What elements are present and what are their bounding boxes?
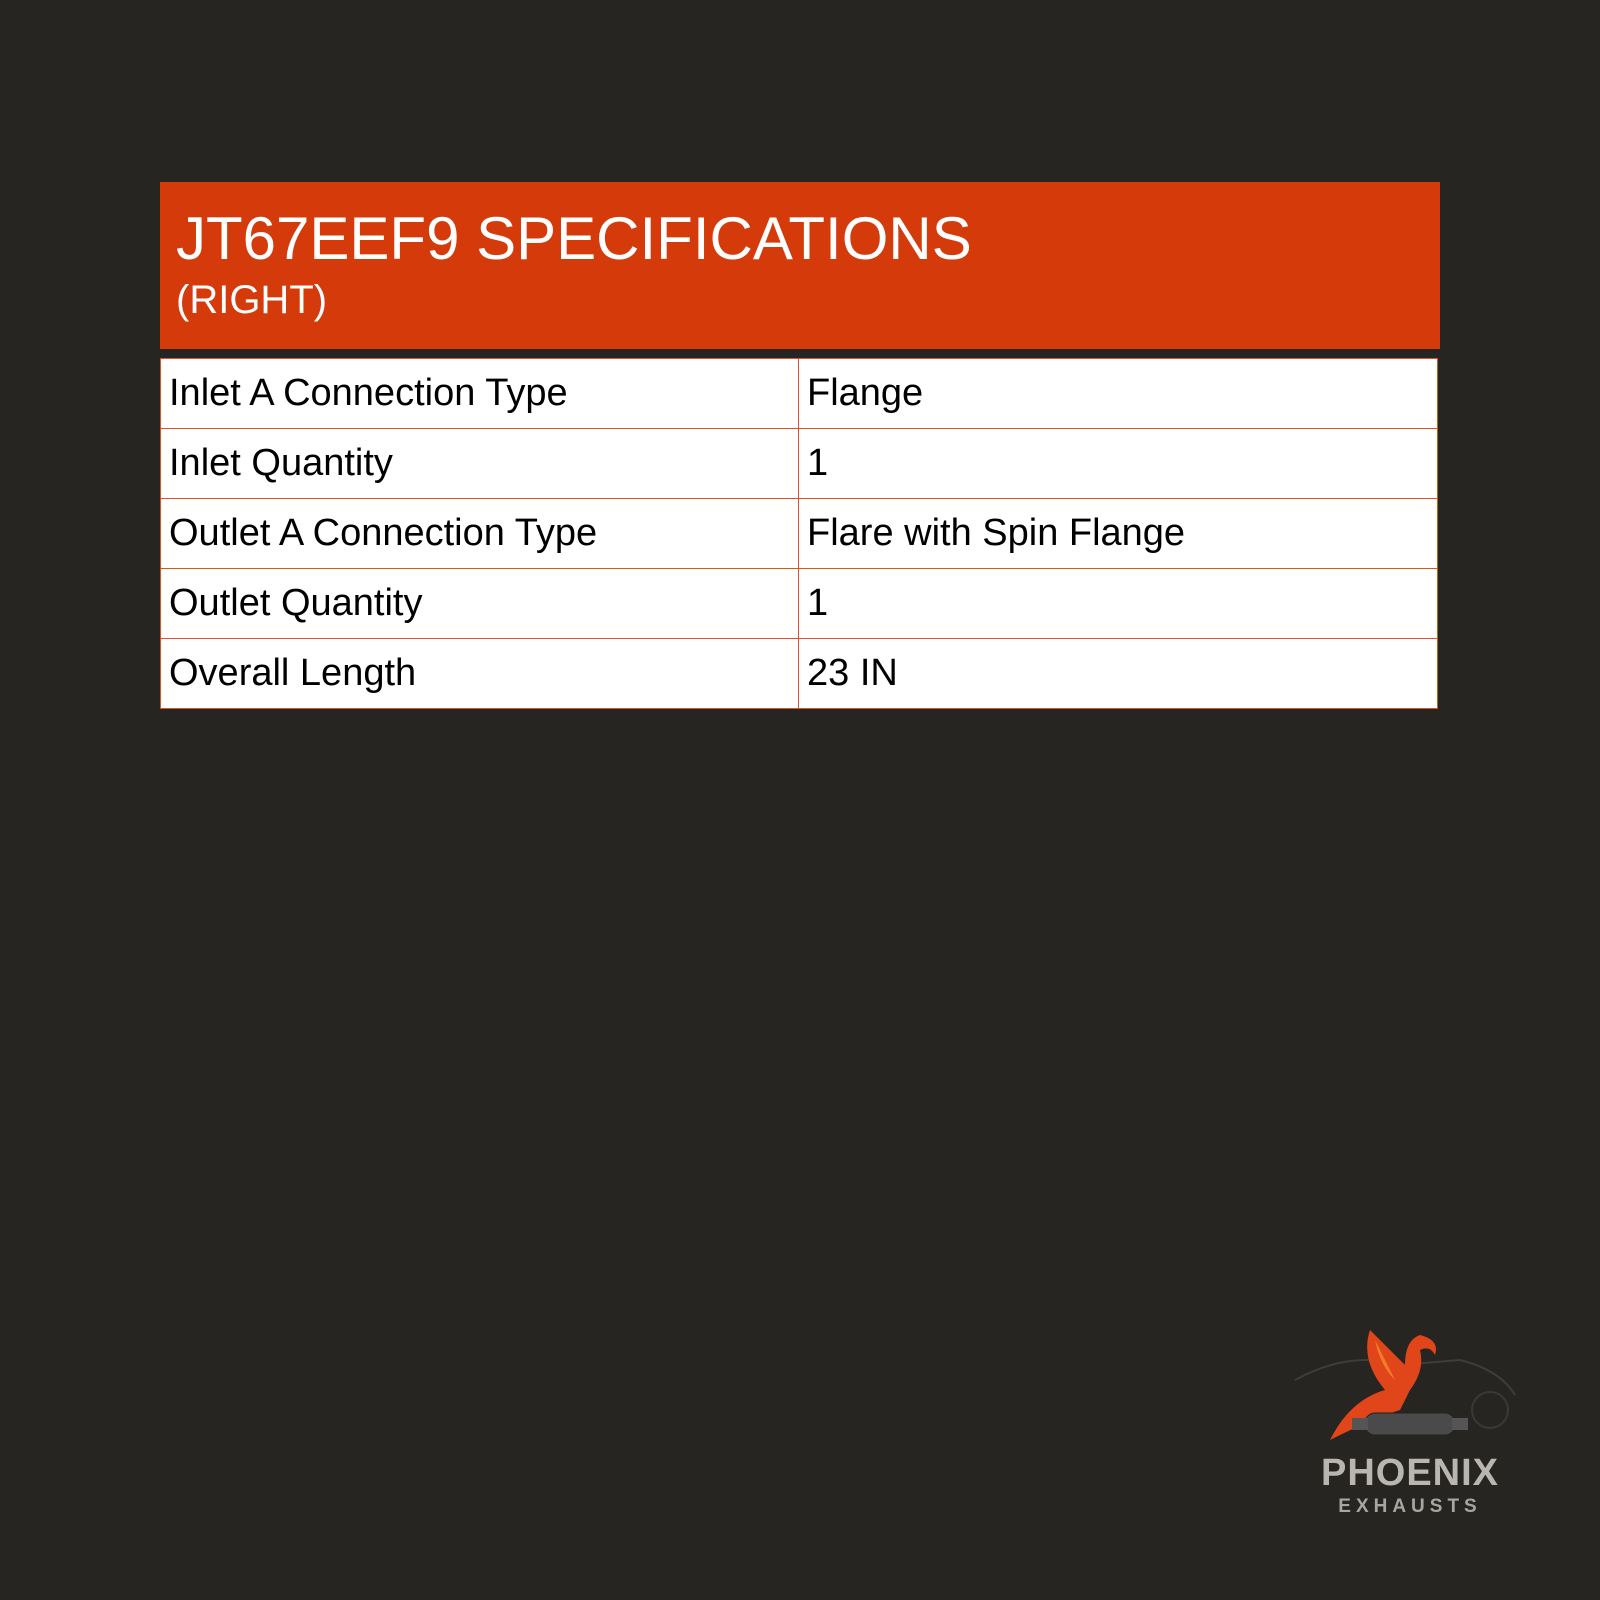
spec-label: Inlet A Connection Type <box>160 358 799 429</box>
logo-name: PHOENIX <box>1320 1452 1500 1494</box>
page-subtitle: (RIGHT) <box>176 278 328 322</box>
spec-value: Flare with Spin Flange <box>798 498 1438 569</box>
spec-label: Inlet Quantity <box>160 428 799 499</box>
phoenix-icon <box>1294 1330 1516 1440</box>
table-row: Overall Length 23 IN <box>160 638 1438 709</box>
spec-value: 23 IN <box>798 638 1438 709</box>
logo-tagline: EXHAUSTS <box>1338 1496 1482 1517</box>
spec-header: JT67EEF9 SPECIFICATIONS (RIGHT) <box>160 182 1440 349</box>
spec-value: Flange <box>798 358 1438 429</box>
spec-table: Inlet A Connection Type Flange Inlet Quan… <box>160 358 1438 709</box>
table-row: Inlet Quantity 1 <box>160 428 1438 499</box>
page-title: JT67EEF9 SPECIFICATIONS <box>176 205 972 272</box>
spec-value: 1 <box>798 568 1438 639</box>
spec-label: Outlet A Connection Type <box>160 498 799 569</box>
spec-label: Outlet Quantity <box>160 568 799 639</box>
spec-value: 1 <box>798 428 1438 499</box>
table-row: Inlet A Connection Type Flange <box>160 358 1438 429</box>
brand-logo: PHOENIX EXHAUSTS <box>1290 1310 1530 1520</box>
table-row: Outlet A Connection Type Flare with Spin … <box>160 498 1438 569</box>
spec-label: Overall Length <box>160 638 799 709</box>
table-row: Outlet Quantity 1 <box>160 568 1438 639</box>
